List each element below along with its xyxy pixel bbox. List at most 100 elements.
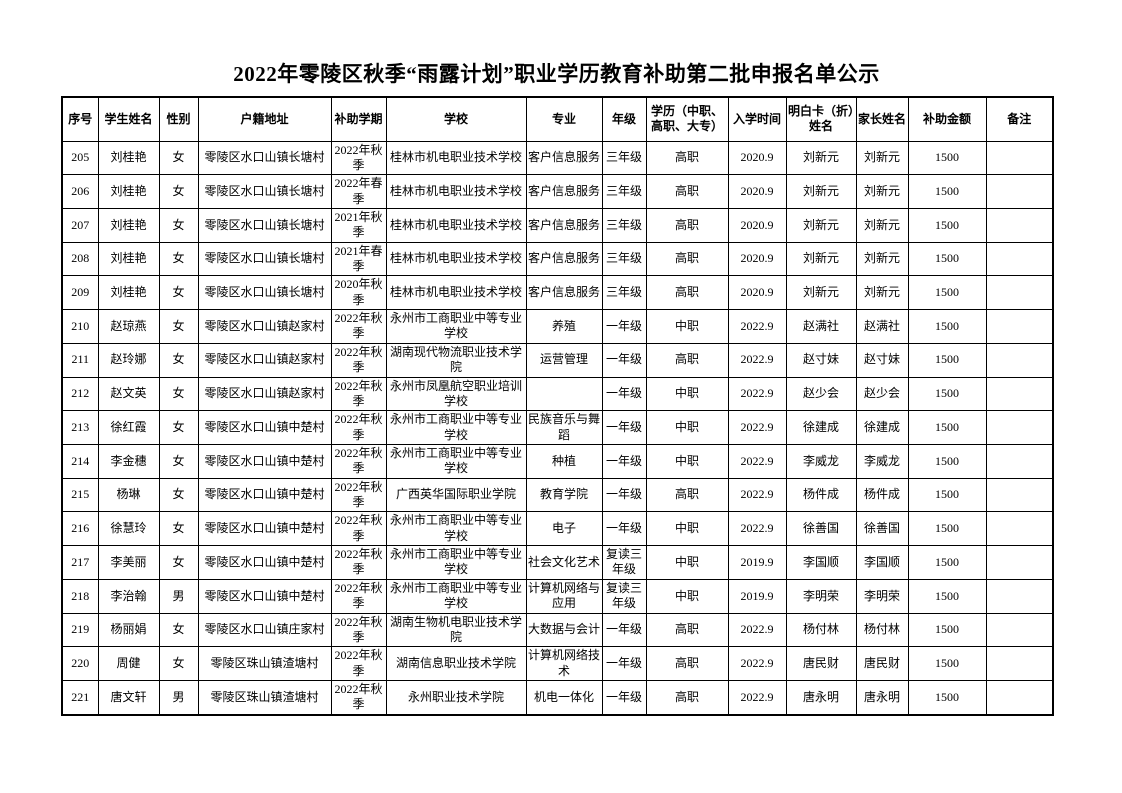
table-cell (985, 443, 1054, 479)
table-row: 215 杨琳女零陵区水口山镇中楚村 2022年秋季 广西英华国际职业学院 教育学院 一年级… (61, 477, 1054, 513)
table-cell: 1500 (907, 140, 987, 176)
table-cell: 1500 (907, 477, 987, 513)
table-row: 210 赵琼燕女零陵区水口山镇赵家村 2022年秋季 永州市工商职业中等专业学校 养殖一… (61, 309, 1054, 344)
table-cell: 刘桂艳 (97, 174, 160, 209)
table-cell: 种植 (525, 443, 603, 479)
table-body: 205 刘桂艳女零陵区水口山镇长塘村 2022年秋季 桂林市机电职业技术学校 客户信息服… (61, 140, 1054, 716)
table-cell: 一年级 (601, 376, 647, 412)
table-cell: 永州职业技术学院 (385, 679, 527, 716)
table-cell: 赵满社 (785, 309, 857, 344)
table-cell: 复读三年级 (601, 545, 647, 580)
table-cell: 1500 (907, 410, 987, 445)
table-cell: 2022年春季 (330, 174, 387, 209)
table-cell: 女 (158, 511, 199, 547)
table-cell: 三年级 (601, 241, 647, 277)
table-row: 220 周健女零陵区珠山镇渣塘村 2022年秋季 湖南信息职业技术学院 计算机网络技术一… (61, 646, 1054, 681)
column-header: 年级 (601, 96, 647, 142)
table-cell (985, 410, 1054, 445)
table-row: 216 徐慧玲女零陵区水口山镇中楚村 2022年秋季 永州市工商职业中等专业学校 电子一… (61, 511, 1054, 547)
table-cell (985, 511, 1054, 547)
table-cell: 刘新元 (785, 174, 857, 209)
table-cell: 2019.9 (727, 578, 787, 614)
table-cell: 运营管理 (525, 342, 603, 378)
table-cell: 1500 (907, 511, 987, 547)
table-cell: 女 (158, 376, 199, 412)
table-cell (985, 342, 1054, 378)
table-cell: 大数据与会计 (525, 612, 603, 648)
table-cell: 徐红霞 (97, 410, 160, 445)
column-header: 补助学期 (330, 96, 387, 142)
table-cell: 赵寸妹 (855, 342, 909, 378)
table-cell: 刘新元 (785, 241, 857, 277)
table-cell: 永州市工商职业中等专业学校 (385, 309, 527, 344)
table-cell: 一年级 (601, 679, 647, 716)
table-cell: 电子 (525, 511, 603, 547)
column-header: 户籍地址 (197, 96, 332, 142)
table-cell: 永州市凤凰航空职业培训学校 (385, 376, 527, 412)
table-cell: 零陵区水口山镇长塘村 (197, 241, 332, 277)
table-cell (985, 376, 1054, 412)
table-cell: 唐永明 (785, 679, 857, 716)
table-cell: 2022.9 (727, 612, 787, 648)
table-cell: 桂林市机电职业技术学校 (385, 174, 527, 209)
table-cell (985, 241, 1054, 277)
table-cell: 2022年秋季 (330, 443, 387, 479)
table-cell: 零陵区水口山镇中楚村 (197, 511, 332, 547)
table-cell: 零陵区水口山镇赵家村 (197, 342, 332, 378)
table-cell: 杨件成 (855, 477, 909, 513)
table-cell: 2020.9 (727, 174, 787, 209)
subsidy-roster-table: 序号 学生姓名 性别 户籍地址 补助学期 学校 专业 年级 学历（中职、高职、大专） 入学时间 明白… (61, 96, 1054, 716)
table-cell: 2022年秋季 (330, 477, 387, 513)
table-cell: 女 (158, 241, 199, 277)
table-cell: 徐善国 (855, 511, 909, 547)
table-cell: 零陵区水口山镇赵家村 (197, 376, 332, 412)
table-cell: 唐永明 (855, 679, 909, 716)
table-cell: 2022.9 (727, 511, 787, 547)
column-header: 专业 (525, 96, 603, 142)
table-cell: 2022年秋季 (330, 410, 387, 445)
table-cell: 2022.9 (727, 477, 787, 513)
table-cell: 赵琼燕 (97, 309, 160, 344)
table-cell: 民族音乐与舞蹈 (525, 410, 603, 445)
table-cell: 三年级 (601, 275, 647, 311)
table-row: 205 刘桂艳女零陵区水口山镇长塘村 2022年秋季 桂林市机电职业技术学校 客户信息服… (61, 140, 1054, 176)
table-cell: 刘新元 (855, 174, 909, 209)
table-cell: 徐建成 (785, 410, 857, 445)
table-cell: 一年级 (601, 410, 647, 445)
table-cell: 高职 (645, 477, 729, 513)
table-cell: 一年级 (601, 443, 647, 479)
table-cell: 2022.9 (727, 342, 787, 378)
table-cell: 刘新元 (785, 275, 857, 311)
table-cell: 赵寸妹 (785, 342, 857, 378)
table-cell: 李明荣 (855, 578, 909, 614)
table-cell: 一年级 (601, 309, 647, 344)
table-cell: 唐民财 (785, 646, 857, 681)
table-cell: 2022年秋季 (330, 679, 387, 716)
table-cell: 永州市工商职业中等专业学校 (385, 545, 527, 580)
header-row: 序号 学生姓名 性别 户籍地址 补助学期 学校 专业 年级 学历（中职、高职、大专） 入学时间 明白… (61, 96, 1054, 142)
table-cell: 1500 (907, 646, 987, 681)
table-cell: 永州市工商职业中等专业学校 (385, 511, 527, 547)
table-cell (985, 309, 1054, 344)
column-header: 序号 (61, 96, 99, 142)
table-cell: 高职 (645, 342, 729, 378)
table-cell (985, 612, 1054, 648)
table-cell: 2020年秋季 (330, 275, 387, 311)
table-cell: 周健 (97, 646, 160, 681)
table-row: 212 赵文英女零陵区水口山镇赵家村 2022年秋季 永州市凤凰航空职业培训学校 一年级… (61, 376, 1054, 412)
table-cell: 高职 (645, 646, 729, 681)
table-cell: 210 (61, 309, 99, 344)
table-cell: 中职 (645, 443, 729, 479)
table-cell: 2022年秋季 (330, 545, 387, 580)
table-cell: 李明荣 (785, 578, 857, 614)
table-cell (985, 140, 1054, 176)
table-cell: 女 (158, 477, 199, 513)
table-cell: 2022.9 (727, 679, 787, 716)
table-cell: 徐善国 (785, 511, 857, 547)
table-row: 219 杨丽娟女零陵区水口山镇庄家村 2022年秋季 湖南生物机电职业技术学院 大数据与… (61, 612, 1054, 648)
table-cell: 湖南现代物流职业技术学院 (385, 342, 527, 378)
table-cell (985, 578, 1054, 614)
table-cell: 零陵区水口山镇长塘村 (197, 275, 332, 311)
table-cell: 刘新元 (785, 140, 857, 176)
